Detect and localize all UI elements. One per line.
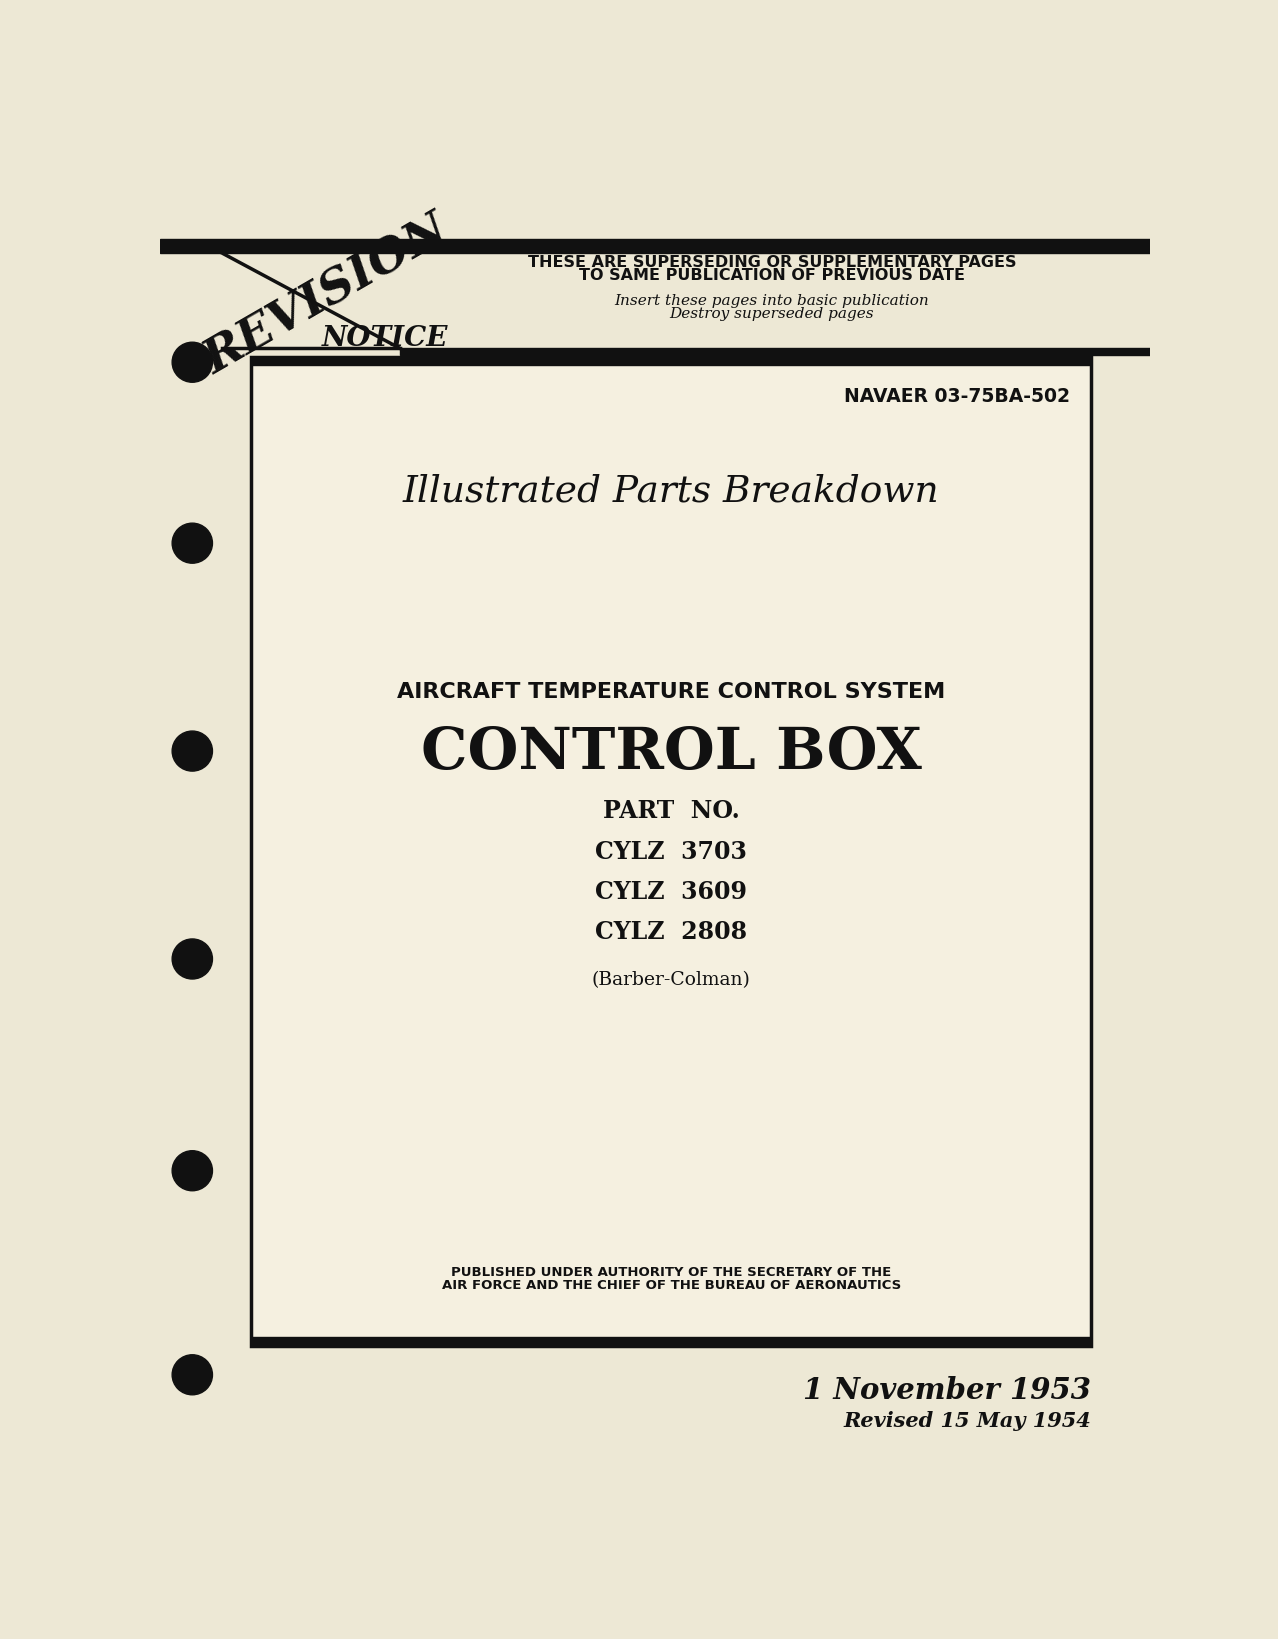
Text: THESE ARE SUPERSEDING OR SUPPLEMENTARY PAGES: THESE ARE SUPERSEDING OR SUPPLEMENTARY P… (528, 254, 1016, 270)
Circle shape (173, 731, 212, 770)
Text: PUBLISHED UNDER AUTHORITY OF THE SECRETARY OF THE: PUBLISHED UNDER AUTHORITY OF THE SECRETA… (451, 1265, 891, 1278)
Text: AIR FORCE AND THE CHIEF OF THE BUREAU OF AERONAUTICS: AIR FORCE AND THE CHIEF OF THE BUREAU OF… (442, 1278, 901, 1292)
Text: Insert these pages into basic publication: Insert these pages into basic publicatio… (615, 293, 929, 308)
Text: (Barber-Colman): (Barber-Colman) (592, 972, 750, 990)
Text: CYLZ  3609: CYLZ 3609 (596, 880, 748, 905)
Circle shape (173, 343, 212, 382)
Bar (160, 239, 1150, 252)
Bar (252, 1337, 1091, 1346)
Text: Destroy superseded pages: Destroy superseded pages (670, 308, 874, 321)
Circle shape (173, 939, 212, 978)
Bar (400, 349, 1150, 356)
Text: PART  NO.: PART NO. (603, 800, 740, 823)
Text: CYLZ  2808: CYLZ 2808 (596, 919, 748, 944)
Bar (252, 357, 1091, 1346)
Polygon shape (222, 252, 400, 349)
Text: Revised 15 May 1954: Revised 15 May 1954 (843, 1411, 1091, 1431)
Circle shape (173, 1355, 212, 1395)
Circle shape (173, 1151, 212, 1192)
Bar (252, 357, 1091, 365)
Text: CONTROL BOX: CONTROL BOX (420, 726, 921, 782)
Text: CYLZ  3703: CYLZ 3703 (596, 839, 748, 864)
Text: NOTICE: NOTICE (321, 325, 447, 352)
Text: Illustrated Parts Breakdown: Illustrated Parts Breakdown (403, 474, 939, 510)
Text: 1 November 1953: 1 November 1953 (804, 1375, 1091, 1405)
Text: NAVAER 03-75BA-502: NAVAER 03-75BA-502 (843, 387, 1070, 406)
Text: TO SAME PUBLICATION OF PREVIOUS DATE: TO SAME PUBLICATION OF PREVIOUS DATE (579, 269, 965, 284)
Text: AIRCRAFT TEMPERATURE CONTROL SYSTEM: AIRCRAFT TEMPERATURE CONTROL SYSTEM (397, 682, 946, 701)
Text: REVISION: REVISION (196, 207, 456, 384)
Circle shape (173, 523, 212, 564)
